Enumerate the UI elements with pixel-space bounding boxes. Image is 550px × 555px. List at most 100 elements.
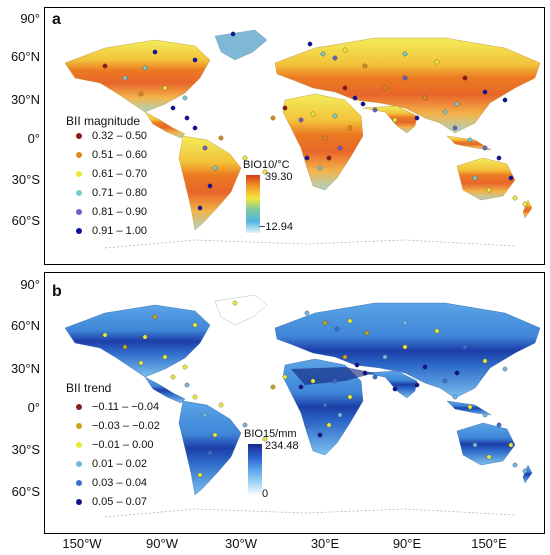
lat-label: 30°S [11,172,40,187]
site-marker [298,117,304,123]
site-marker [402,51,408,57]
lat-label: 60°S [11,213,40,228]
legend-dot [76,171,82,177]
site-marker [467,404,473,410]
legend-dot [76,480,82,486]
colorbar-max-a: 39.30 [265,171,293,183]
sample-sites-a [102,31,528,211]
site-marker [310,111,316,117]
site-marker [307,41,313,47]
legend-dot [76,209,82,215]
legend-a-item: 0.32 – 0.50 [76,130,147,142]
site-marker [402,75,408,81]
lat-label: 60°N [10,318,40,333]
site-marker [508,442,514,448]
map-panel-a [44,7,545,265]
site-marker [467,137,473,143]
legend-b-item: −0.11 – −0.04 [76,401,159,413]
site-marker [342,47,348,53]
site-marker [184,115,190,121]
site-marker [342,354,348,360]
colorbar-min-b: 0 [262,488,269,500]
legend-a-item: 0.81 – 0.90 [76,206,147,218]
site-marker [347,394,353,400]
legend-label: 0.51 – 0.60 [92,149,148,161]
site-marker [310,378,316,384]
lat-label: 0° [27,131,40,146]
legend-label: −0.03 – −0.02 [92,420,160,432]
site-marker [454,101,460,107]
legend-label: 0.32 – 0.50 [92,130,148,142]
legend-label: 0.81 – 0.90 [92,206,148,218]
site-marker [202,412,208,418]
site-marker [502,366,508,372]
colorbar-max-b: 234.48 [265,440,299,452]
site-marker [352,95,358,101]
site-marker [382,85,388,91]
site-marker [242,155,248,161]
legend-label: −0.11 – −0.04 [92,401,160,413]
site-marker [122,75,128,81]
legend-dot [76,461,82,467]
legend-title-a: BII magnitude [66,114,141,128]
lon-label: 30°E [310,536,340,551]
legend-b-item: 0.01 – 0.02 [76,458,147,470]
colorbar-title-b: BIO15/mm [244,428,297,440]
map-panel-b [44,272,545,534]
site-marker [362,370,368,376]
site-marker [122,344,128,350]
legend-dot [76,499,82,505]
legend-b-item: 0.05 – 0.07 [76,496,147,508]
site-marker [304,155,310,161]
lon-label: 90°E [392,536,422,551]
site-marker [347,318,353,324]
site-marker [304,310,310,316]
site-marker [102,63,108,69]
site-marker [192,394,198,400]
legend-a-item: 0.51 – 0.60 [76,149,147,161]
site-marker [452,125,458,131]
legend-label: 0.03 – 0.04 [92,477,148,489]
site-marker [192,125,198,131]
site-marker [337,412,343,418]
site-marker [512,195,518,201]
site-marker [452,394,458,400]
sample-sites-b [102,300,528,478]
site-marker [212,165,218,171]
site-marker [482,358,488,364]
lat-label: 30°N [10,361,40,376]
site-marker [298,384,304,390]
site-marker [354,362,360,368]
site-marker [360,101,366,107]
site-marker [414,115,420,121]
legend-a-item: 0.61 – 0.70 [76,168,147,180]
lat-label: 90° [20,11,40,26]
lat-label: 30°S [11,442,40,457]
legend-label: −0.01 – 0.00 [92,439,154,451]
site-marker [522,468,528,474]
site-marker [337,145,343,151]
legend-dot [76,190,82,196]
site-marker [162,354,168,360]
site-marker [322,135,328,141]
site-marker [322,402,328,408]
legend-title-b: BII trend [66,381,112,395]
site-marker [392,117,398,123]
site-marker [197,472,203,478]
site-marker [262,169,268,175]
site-marker [454,370,460,376]
site-marker [342,85,348,91]
site-marker [184,382,190,388]
site-marker [152,314,158,320]
site-marker [462,75,468,81]
site-marker [192,57,198,63]
site-marker [486,187,492,193]
site-marker [182,95,188,101]
site-marker [472,442,478,448]
panel-letter-a: a [52,11,61,28]
site-marker [522,201,528,207]
antarctica-outline-a [104,239,516,249]
site-marker [232,300,238,306]
site-marker [270,384,276,390]
legend-dot [76,404,82,410]
